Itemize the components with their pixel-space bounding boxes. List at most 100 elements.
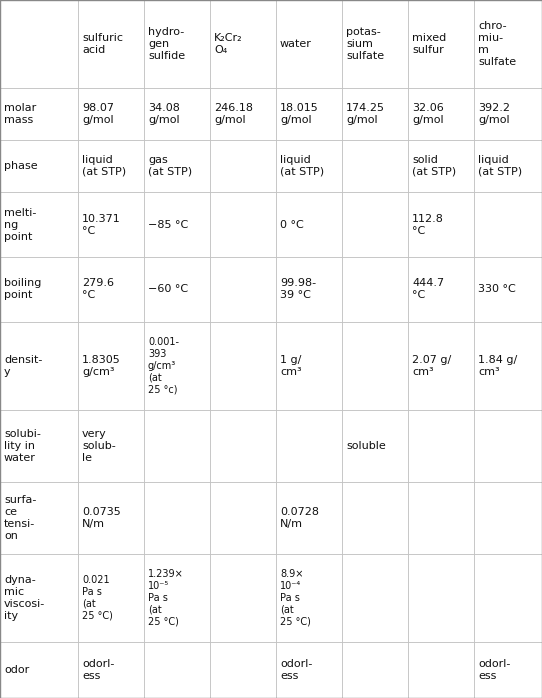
Bar — [474, 257, 542, 322]
Bar — [408, 482, 474, 554]
Bar — [474, 410, 542, 482]
Text: 2.07 g/
cm³: 2.07 g/ cm³ — [412, 355, 451, 377]
Bar — [276, 410, 342, 482]
Text: 8.9×
10⁻⁴
Pa s
(at
25 °C): 8.9× 10⁻⁴ Pa s (at 25 °C) — [280, 569, 311, 627]
Text: odorl-
ess: odorl- ess — [280, 659, 312, 681]
Bar — [78, 642, 144, 698]
Text: sulfuric
acid: sulfuric acid — [82, 33, 123, 55]
Bar — [0, 482, 78, 554]
Bar — [276, 554, 342, 642]
Bar — [78, 410, 144, 482]
Bar — [210, 257, 276, 322]
Bar — [210, 642, 276, 698]
Bar — [78, 257, 144, 322]
Bar — [474, 482, 542, 554]
Bar — [78, 192, 144, 257]
Text: chro-
miu-
m
sulfate: chro- miu- m sulfate — [478, 21, 516, 67]
Text: liquid
(at STP): liquid (at STP) — [280, 155, 324, 177]
Bar — [210, 140, 276, 192]
Bar — [342, 642, 408, 698]
Text: surfa-
ce
tensi-
on: surfa- ce tensi- on — [4, 495, 36, 541]
Text: 1.8305
g/cm³: 1.8305 g/cm³ — [82, 355, 121, 377]
Bar — [474, 88, 542, 140]
Text: 330 °C: 330 °C — [478, 285, 516, 295]
Bar — [474, 642, 542, 698]
Bar — [78, 140, 144, 192]
Bar — [276, 0, 342, 88]
Bar — [210, 88, 276, 140]
Text: 34.08
g/mol: 34.08 g/mol — [148, 103, 180, 125]
Text: 0.001-
393
g/cm³
(at
25 °c): 0.001- 393 g/cm³ (at 25 °c) — [148, 337, 179, 395]
Bar — [144, 192, 210, 257]
Text: potas-
sium
sulfate: potas- sium sulfate — [346, 27, 384, 61]
Bar — [408, 322, 474, 410]
Text: 1.84 g/
cm³: 1.84 g/ cm³ — [478, 355, 517, 377]
Bar — [342, 88, 408, 140]
Bar — [276, 642, 342, 698]
Text: 32.06
g/mol: 32.06 g/mol — [412, 103, 444, 125]
Bar — [342, 322, 408, 410]
Bar — [0, 192, 78, 257]
Bar — [0, 642, 78, 698]
Bar — [276, 140, 342, 192]
Bar — [342, 140, 408, 192]
Text: odorl-
ess: odorl- ess — [478, 659, 511, 681]
Text: 18.015
g/mol: 18.015 g/mol — [280, 103, 319, 125]
Text: molar
mass: molar mass — [4, 103, 36, 125]
Bar — [210, 0, 276, 88]
Text: 98.07
g/mol: 98.07 g/mol — [82, 103, 114, 125]
Bar — [474, 554, 542, 642]
Bar — [276, 88, 342, 140]
Bar — [0, 88, 78, 140]
Bar — [342, 192, 408, 257]
Text: 392.2
g/mol: 392.2 g/mol — [478, 103, 510, 125]
Bar — [210, 482, 276, 554]
Bar — [408, 88, 474, 140]
Text: 174.25
g/mol: 174.25 g/mol — [346, 103, 385, 125]
Text: liquid
(at STP): liquid (at STP) — [82, 155, 126, 177]
Text: 0.021
Pa s
(at
25 °C): 0.021 Pa s (at 25 °C) — [82, 575, 113, 621]
Bar — [0, 257, 78, 322]
Text: K₂Cr₂
O₄: K₂Cr₂ O₄ — [214, 33, 243, 55]
Bar — [144, 140, 210, 192]
Bar — [408, 0, 474, 88]
Text: 0.0728
N/m: 0.0728 N/m — [280, 507, 319, 529]
Bar — [276, 482, 342, 554]
Text: liquid
(at STP): liquid (at STP) — [478, 155, 522, 177]
Bar — [144, 410, 210, 482]
Text: densit-
y: densit- y — [4, 355, 42, 377]
Bar — [408, 642, 474, 698]
Text: gas
(at STP): gas (at STP) — [148, 155, 192, 177]
Bar — [408, 410, 474, 482]
Bar — [210, 322, 276, 410]
Bar — [78, 482, 144, 554]
Text: 279.6
°C: 279.6 °C — [82, 279, 114, 301]
Bar — [144, 0, 210, 88]
Bar — [342, 257, 408, 322]
Text: 0.0735
N/m: 0.0735 N/m — [82, 507, 121, 529]
Bar — [276, 192, 342, 257]
Text: 1.239×
10⁻⁵
Pa s
(at
25 °C): 1.239× 10⁻⁵ Pa s (at 25 °C) — [148, 569, 184, 627]
Bar — [408, 257, 474, 322]
Bar — [276, 257, 342, 322]
Bar — [0, 322, 78, 410]
Bar — [0, 410, 78, 482]
Text: −60 °C: −60 °C — [148, 285, 188, 295]
Bar — [144, 88, 210, 140]
Text: solubi-
lity in
water: solubi- lity in water — [4, 429, 41, 463]
Bar — [144, 642, 210, 698]
Bar — [342, 410, 408, 482]
Bar — [408, 192, 474, 257]
Text: 0 °C: 0 °C — [280, 219, 304, 230]
Text: 246.18
g/mol: 246.18 g/mol — [214, 103, 253, 125]
Bar — [342, 0, 408, 88]
Text: mixed
sulfur: mixed sulfur — [412, 33, 446, 55]
Text: 10.371
°C: 10.371 °C — [82, 214, 121, 235]
Text: very
solub-
le: very solub- le — [82, 429, 116, 463]
Bar — [144, 554, 210, 642]
Bar — [408, 140, 474, 192]
Text: 444.7
°C: 444.7 °C — [412, 279, 444, 301]
Bar — [144, 257, 210, 322]
Bar — [474, 322, 542, 410]
Bar — [342, 554, 408, 642]
